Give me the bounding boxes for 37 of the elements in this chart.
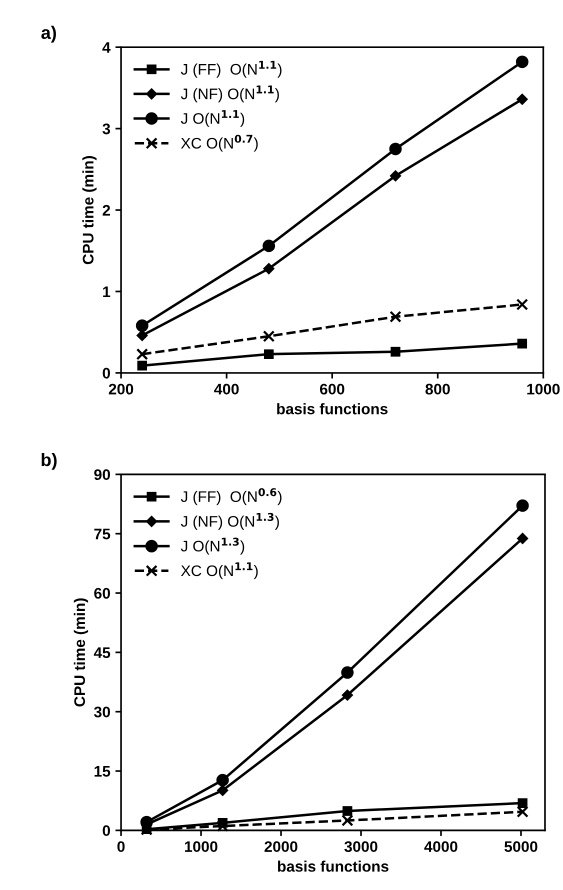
- y-tick-label: 15: [94, 766, 110, 777]
- legend-label: J (NF) O(N$^{1.1}$): [180, 86, 279, 102]
- legend-label: J O(N$^{1.1}$): [180, 110, 244, 127]
- x-tick-label: 1000: [185, 841, 218, 852]
- y-tick-label: 1: [103, 286, 110, 298]
- y-tick-label: 60: [94, 588, 110, 599]
- x-tick-label: 400: [214, 384, 239, 395]
- chart-title: b): [42, 452, 57, 470]
- x-axis-title: basis functions: [277, 403, 388, 414]
- y-tick-label: 75: [94, 528, 110, 540]
- y-tick-label: 90: [94, 469, 110, 480]
- legend-label: XC O(N$^{1.1}$): [180, 562, 258, 580]
- x-tick-label: 0: [117, 841, 125, 852]
- y-tick-label: 0: [102, 368, 110, 379]
- legend-label: J O(N$^{1.3}$): [180, 538, 244, 555]
- y-tick-label: 3: [102, 123, 110, 134]
- x-tick-label: 800: [425, 384, 450, 395]
- y-tick-label: 45: [94, 647, 110, 658]
- x-tick-label: 4000: [424, 841, 458, 852]
- x-tick-label: 600: [320, 384, 344, 395]
- x-tick-label: 5000: [504, 841, 538, 852]
- y-axis-title: CPU time (min): [74, 598, 88, 706]
- y-tick-label: 0: [102, 825, 110, 836]
- y-tick-label: 2: [102, 204, 110, 216]
- legend-label: XC O(N$^{0.7}$): [180, 134, 258, 152]
- legend-label: J (NF) O(N$^{1.3}$): [180, 512, 279, 530]
- x-tick-label: 3000: [344, 841, 378, 852]
- legend-label: J (FF) O(N$^{0.6}$): [180, 488, 282, 506]
- x-tick-label: 200: [108, 384, 134, 395]
- chart-title: a): [41, 26, 56, 43]
- y-axis-title: CPU time (min): [82, 156, 97, 264]
- x-tick-label: 1000: [527, 384, 560, 395]
- x-tick-label: 2000: [264, 841, 298, 852]
- y-tick-label: 4: [102, 42, 111, 53]
- y-tick-label: 30: [94, 706, 110, 718]
- legend-label: J (FF) O(N$^{1.1}$): [180, 60, 282, 78]
- x-axis-title: basis functions: [278, 860, 388, 872]
